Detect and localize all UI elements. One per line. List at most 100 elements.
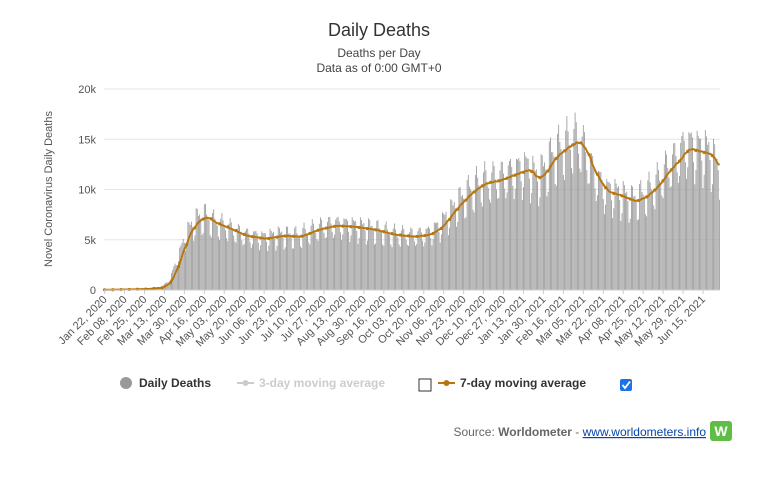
- ma7-point[interactable]: [399, 233, 402, 236]
- ma7-point[interactable]: [251, 235, 254, 238]
- ma7-point[interactable]: [300, 235, 303, 238]
- bar[interactable]: [390, 245, 391, 290]
- bar[interactable]: [473, 210, 474, 290]
- ma7-point[interactable]: [489, 181, 492, 184]
- bar[interactable]: [602, 180, 603, 290]
- bar[interactable]: [687, 167, 688, 290]
- bar[interactable]: [488, 188, 489, 290]
- bar[interactable]: [297, 233, 298, 290]
- bar[interactable]: [290, 234, 291, 290]
- bar[interactable]: [453, 206, 454, 290]
- bar[interactable]: [245, 231, 246, 290]
- bar[interactable]: [680, 143, 681, 290]
- bar[interactable]: [371, 226, 372, 290]
- ma7-point[interactable]: [292, 235, 295, 238]
- legend-item-ma3[interactable]: 3-day moving average: [237, 376, 385, 390]
- ma7-point[interactable]: [694, 149, 697, 152]
- ma7-point[interactable]: [349, 225, 352, 228]
- bar[interactable]: [427, 228, 428, 290]
- bar[interactable]: [500, 171, 501, 290]
- bar[interactable]: [704, 175, 705, 290]
- bar[interactable]: [631, 185, 632, 290]
- bar[interactable]: [662, 196, 663, 290]
- bar[interactable]: [672, 154, 673, 290]
- legend-ma3-checkbox[interactable]: [419, 379, 431, 391]
- bar[interactable]: [651, 189, 652, 290]
- bar[interactable]: [243, 245, 244, 290]
- bar[interactable]: [516, 159, 517, 290]
- bar[interactable]: [582, 137, 583, 290]
- bar[interactable]: [551, 152, 552, 290]
- bar[interactable]: [196, 208, 197, 290]
- bar[interactable]: [592, 156, 593, 290]
- bar[interactable]: [206, 214, 207, 290]
- bar[interactable]: [635, 196, 636, 290]
- bar[interactable]: [448, 235, 449, 290]
- ma7-point[interactable]: [481, 184, 484, 187]
- bar[interactable]: [182, 243, 183, 290]
- bar[interactable]: [487, 182, 488, 290]
- ma7-point[interactable]: [637, 199, 640, 202]
- bar[interactable]: [231, 222, 232, 290]
- bar[interactable]: [508, 165, 509, 290]
- bar[interactable]: [637, 220, 638, 290]
- bar[interactable]: [640, 180, 641, 290]
- bar[interactable]: [183, 239, 184, 290]
- bar[interactable]: [518, 158, 519, 290]
- bar[interactable]: [504, 189, 505, 290]
- bar[interactable]: [603, 199, 604, 290]
- bar[interactable]: [268, 246, 269, 290]
- bar[interactable]: [389, 235, 390, 290]
- bar[interactable]: [626, 192, 627, 290]
- bar[interactable]: [223, 220, 224, 290]
- bar[interactable]: [227, 241, 228, 290]
- bar[interactable]: [298, 236, 299, 290]
- bar[interactable]: [571, 168, 572, 290]
- bar[interactable]: [307, 234, 308, 290]
- bar[interactable]: [259, 250, 260, 290]
- bar[interactable]: [543, 166, 544, 290]
- bar[interactable]: [563, 175, 564, 290]
- bar[interactable]: [398, 237, 399, 290]
- bar[interactable]: [347, 221, 348, 290]
- ma7-point[interactable]: [547, 169, 550, 172]
- bar[interactable]: [570, 150, 571, 290]
- ma7-point[interactable]: [522, 171, 525, 174]
- bar[interactable]: [623, 181, 624, 290]
- bar[interactable]: [180, 246, 181, 290]
- bar[interactable]: [292, 248, 293, 290]
- bar[interactable]: [405, 236, 406, 290]
- ma7-point[interactable]: [234, 229, 237, 232]
- ma7-point[interactable]: [448, 218, 451, 221]
- ma7-point[interactable]: [645, 195, 648, 198]
- ma7-point[interactable]: [358, 226, 361, 229]
- bar[interactable]: [197, 209, 198, 290]
- bar[interactable]: [204, 204, 205, 290]
- bar[interactable]: [715, 159, 716, 290]
- bar[interactable]: [193, 241, 194, 290]
- ma7-point[interactable]: [325, 226, 328, 229]
- bar[interactable]: [202, 235, 203, 290]
- ma7-point[interactable]: [382, 230, 385, 233]
- bar[interactable]: [653, 205, 654, 290]
- bar[interactable]: [261, 231, 262, 290]
- bar[interactable]: [491, 173, 492, 290]
- bar[interactable]: [636, 200, 637, 290]
- bar[interactable]: [464, 218, 465, 290]
- bar[interactable]: [545, 169, 546, 290]
- bar[interactable]: [455, 208, 456, 290]
- bar[interactable]: [468, 175, 469, 290]
- bar[interactable]: [312, 219, 313, 290]
- bar[interactable]: [462, 195, 463, 290]
- bar[interactable]: [529, 179, 530, 290]
- ma7-point[interactable]: [407, 234, 410, 237]
- bar[interactable]: [606, 179, 607, 290]
- bar[interactable]: [369, 220, 370, 290]
- bar[interactable]: [547, 196, 548, 290]
- legend-item-ma7[interactable]: 7-day moving average: [438, 376, 586, 390]
- bar[interactable]: [327, 222, 328, 290]
- ma7-point[interactable]: [341, 224, 344, 227]
- bar[interactable]: [320, 217, 321, 290]
- bar[interactable]: [345, 219, 346, 290]
- ma7-point[interactable]: [514, 174, 517, 177]
